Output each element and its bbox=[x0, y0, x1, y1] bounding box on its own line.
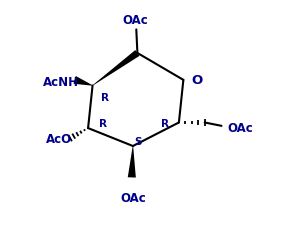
Text: R: R bbox=[161, 119, 169, 129]
Text: AcO: AcO bbox=[46, 133, 72, 146]
Polygon shape bbox=[92, 50, 140, 86]
Text: OAc: OAc bbox=[120, 192, 146, 205]
Polygon shape bbox=[128, 146, 136, 178]
Text: R: R bbox=[99, 119, 107, 129]
Text: S: S bbox=[134, 136, 142, 146]
Text: O: O bbox=[191, 74, 202, 87]
Text: R: R bbox=[101, 93, 109, 103]
Text: OAc: OAc bbox=[122, 14, 148, 27]
Text: AcNH: AcNH bbox=[43, 76, 79, 89]
Polygon shape bbox=[73, 76, 93, 86]
Text: OAc: OAc bbox=[228, 122, 253, 135]
